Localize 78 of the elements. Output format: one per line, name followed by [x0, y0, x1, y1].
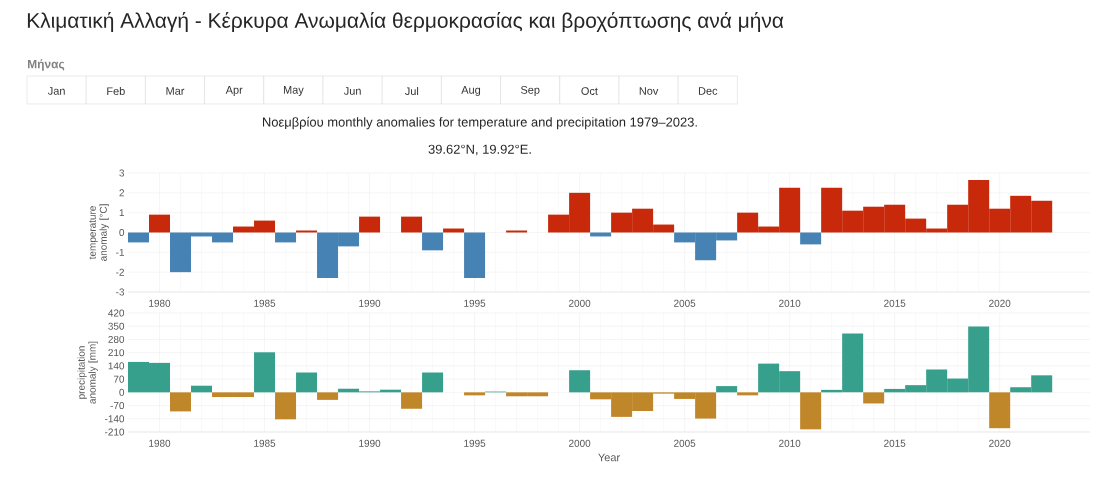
x-tick-label: 1985: [254, 299, 276, 307]
y-tick-label: 210: [108, 349, 125, 357]
text: Dec: [698, 87, 718, 95]
bar: [464, 392, 486, 396]
y-tick-label: -140: [104, 415, 125, 423]
x-tick-label: 2020: [989, 439, 1011, 447]
text: Aug: [461, 86, 481, 96]
bar: [590, 232, 612, 237]
y-tick-label: -2: [116, 268, 124, 276]
y-axis-title: temperature anomaly [°C]: [89, 204, 109, 261]
bar: [989, 392, 1011, 429]
y-tick-label: -3: [116, 288, 125, 296]
text: May: [283, 86, 304, 96]
bar: [569, 370, 591, 393]
x-tick-label: 1980: [149, 299, 171, 307]
bar: [737, 392, 759, 396]
text: Apr: [225, 86, 243, 96]
bar: [254, 352, 276, 393]
bar: [800, 392, 822, 430]
bar: [422, 232, 444, 251]
bar: [401, 216, 423, 233]
bar: [422, 372, 444, 393]
x-tick-label: 1995: [464, 439, 486, 447]
y-tick-label: 350: [108, 322, 125, 330]
text: Mar: [166, 87, 185, 95]
text: Oct: [581, 87, 598, 95]
x-tick-label: 2010: [779, 439, 801, 447]
x-tick-label: 2010: [779, 299, 801, 307]
x-tick-label: 2005: [674, 439, 696, 447]
y-tick-label: 140: [108, 362, 125, 370]
text: Jan: [47, 87, 65, 95]
y-tick-label: 0: [119, 228, 125, 237]
bar: [401, 392, 423, 409]
bar: [275, 392, 297, 420]
y-tick-label: -210: [104, 428, 125, 436]
bar: [863, 392, 885, 404]
text: Jul: [404, 86, 419, 96]
y-axis-title: precipitation anomaly [mm]: [77, 341, 98, 404]
bar: [296, 372, 318, 393]
y-tick-label: 280: [108, 335, 125, 343]
x-tick-label: 1990: [359, 439, 381, 447]
bar: [800, 232, 822, 245]
x-axis-title: Year: [598, 453, 620, 462]
text: Μήνας: [28, 59, 65, 71]
text: Κλιματική Αλλαγή - Κέρκυρα Ανωμαλία θερμοκρασίας και βροχόπτωσης ανά μήνα: [27, 11, 784, 33]
y-tick-label: 0: [119, 388, 125, 396]
y-tick-label: -70: [110, 402, 125, 410]
x-tick-label: 2000: [569, 299, 591, 307]
bar: [464, 232, 486, 279]
text: Sep: [520, 86, 540, 96]
text: Feb: [107, 86, 125, 96]
y-tick-label: -1: [116, 248, 125, 256]
y-tick-label: 420: [108, 309, 125, 317]
bar: [359, 216, 381, 233]
bar: [128, 232, 150, 243]
bar: [716, 386, 738, 393]
x-tick-label: 2015: [884, 439, 906, 447]
bar: [170, 392, 192, 412]
x-tick-label: 2015: [884, 299, 906, 307]
text: Nov: [639, 87, 659, 95]
bar: [191, 385, 213, 393]
x-tick-label: 2020: [989, 299, 1011, 307]
bar: [149, 214, 171, 233]
y-tick-label: 3: [119, 169, 125, 177]
x-tick-label: 2005: [674, 299, 696, 307]
x-tick-label: 1990: [359, 299, 381, 307]
y-tick-label: 1: [119, 209, 125, 217]
bar: [275, 232, 297, 243]
y-tick-label: 2: [119, 189, 124, 197]
y-tick-label: 70: [113, 375, 125, 383]
x-tick-label: 2000: [569, 439, 591, 447]
x-tick-label: 1985: [254, 439, 276, 447]
text: Jun: [343, 87, 361, 95]
chart-subtitle: 39.62°N, 19.92°E.: [428, 144, 531, 156]
x-tick-label: 1980: [149, 439, 171, 447]
x-tick-label: 1995: [464, 299, 486, 307]
bar: [317, 392, 339, 400]
chart-title: Νοεμβρίου monthly anomalies for temperature and precipitation 1979–2023.: [262, 116, 697, 130]
